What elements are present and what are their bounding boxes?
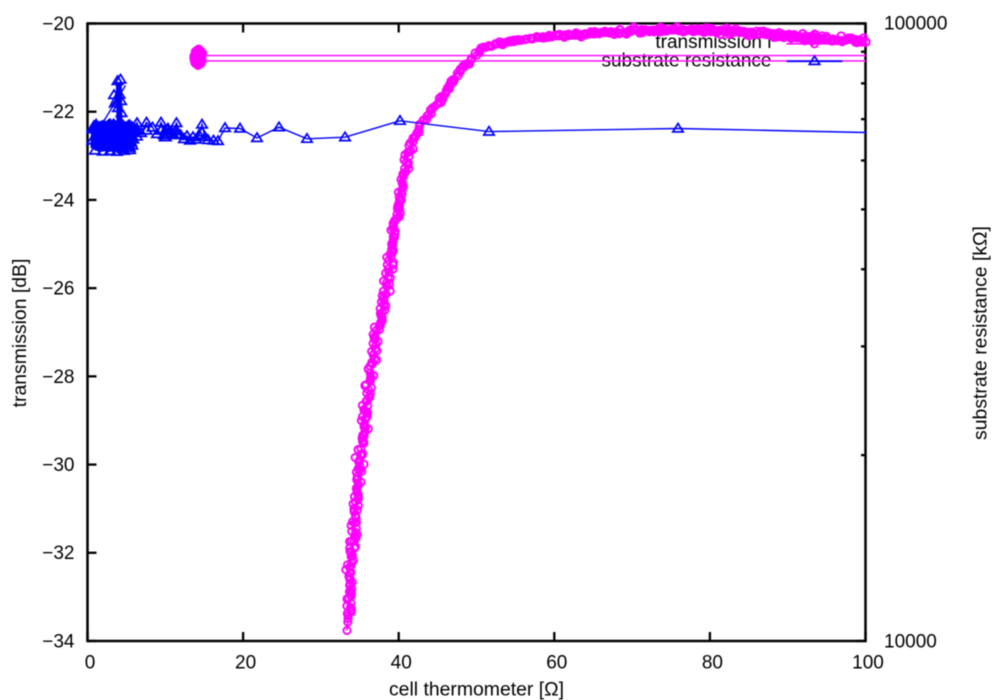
svg-text:−26: −26 bbox=[42, 279, 74, 300]
svg-text:100: 100 bbox=[852, 652, 884, 673]
svg-text:transmission [dB]: transmission [dB] bbox=[9, 259, 31, 408]
svg-text:−28: −28 bbox=[42, 367, 74, 388]
svg-text:100000: 100000 bbox=[884, 13, 947, 34]
svg-text:substrate resistance [kΩ]: substrate resistance [kΩ] bbox=[970, 226, 992, 440]
svg-text:10000: 10000 bbox=[884, 631, 937, 652]
svg-text:0: 0 bbox=[85, 652, 96, 673]
svg-text:60: 60 bbox=[546, 652, 567, 673]
svg-text:20: 20 bbox=[235, 652, 256, 673]
svg-text:−20: −20 bbox=[42, 14, 74, 35]
svg-text:40: 40 bbox=[391, 652, 412, 673]
svg-text:cell thermometer [Ω]: cell thermometer [Ω] bbox=[389, 679, 564, 700]
svg-text:−34: −34 bbox=[42, 631, 75, 652]
svg-text:80: 80 bbox=[702, 652, 723, 673]
svg-text:−32: −32 bbox=[42, 543, 74, 564]
svg-text:−24: −24 bbox=[42, 190, 75, 211]
svg-text:−30: −30 bbox=[42, 455, 74, 476]
svg-text:transmission l: transmission l bbox=[655, 32, 771, 53]
svg-text:−22: −22 bbox=[42, 102, 74, 123]
